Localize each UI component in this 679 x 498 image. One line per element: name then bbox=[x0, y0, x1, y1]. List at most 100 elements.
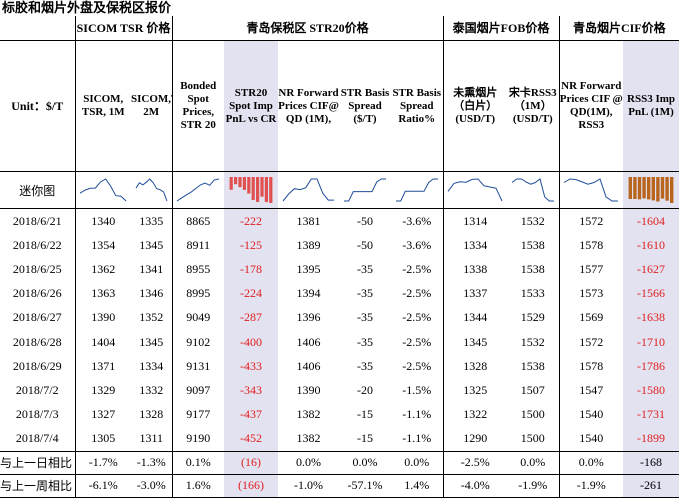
table-row: 2018/6/29 1371 1334 9131 -433 1406 -35 -2.5% 132… bbox=[0, 354, 679, 379]
sparkline-bar bbox=[247, 177, 251, 194]
sparkline-bar bbox=[229, 177, 233, 190]
change-label: 与上一日相比 bbox=[0, 450, 76, 475]
change-sicom-2m: -3.0% bbox=[131, 473, 173, 498]
sparkline-cell bbox=[339, 171, 391, 209]
cell-bonded-spot: 9102 bbox=[186, 334, 211, 349]
sparkline-bar bbox=[628, 177, 633, 199]
sparkline-nr-forward-rss3 bbox=[564, 178, 619, 202]
cell-bonded-spot: 9131 bbox=[186, 358, 211, 373]
sparkline-sicom-2m bbox=[135, 178, 168, 202]
sparkline-str-basis-spread bbox=[344, 178, 386, 202]
col-header-sicom-1m: SICOM, TSR, 1M bbox=[75, 40, 131, 172]
cell-sicom-2m: 1328 bbox=[131, 402, 173, 427]
cell-str20-imp-pnl: -222 bbox=[224, 208, 278, 234]
sparkline-bar bbox=[670, 177, 674, 203]
cell-bonded-spot: 9049 bbox=[186, 310, 211, 325]
sparkline-bar bbox=[251, 177, 255, 200]
cell-sicom-2m: 1332 bbox=[131, 378, 173, 403]
group-sicom: SICOM TSR 价格 bbox=[75, 16, 173, 41]
sparkline-row-label: 迷你图 bbox=[0, 171, 76, 209]
change-bonded-spot: 1.6% bbox=[172, 473, 224, 498]
sparkline-rss3-imp-pnl bbox=[628, 177, 674, 203]
sparkline-cell bbox=[172, 171, 224, 209]
sparkline-bar bbox=[238, 177, 242, 188]
sparkline-line bbox=[344, 178, 386, 202]
cell-rss3-imp-pnl: -1627 bbox=[623, 257, 679, 282]
change-str20-imp-pnl: (166) bbox=[224, 473, 278, 498]
change-unsmoked-sheet: -4.0% bbox=[443, 473, 507, 498]
cell-songkhla-rss3: 1500 bbox=[507, 426, 560, 452]
change-str-basis-ratio: 1.4% bbox=[391, 473, 444, 498]
unit-label: Unit：$/T bbox=[0, 40, 76, 172]
cell-rss3-imp-pnl: -1899 bbox=[623, 426, 679, 452]
row-date: 2018/6/29 bbox=[0, 354, 76, 379]
sparkline-bar bbox=[651, 177, 656, 201]
cell-nr-forward-rss3: 1540 bbox=[559, 426, 624, 452]
cell-bonded-spot: 9190 bbox=[172, 426, 224, 452]
sparkline-bar bbox=[647, 177, 651, 200]
change-str-basis-spread: 0.0% bbox=[339, 450, 391, 475]
change-str-basis-spread: -57.1% bbox=[339, 473, 391, 498]
group-qingdao-bonded: 青岛保税区 STR20价格 bbox=[172, 16, 444, 41]
cell-songkhla-rss3: 1507 bbox=[507, 378, 560, 403]
sparkline-str20-imp-pnl bbox=[229, 177, 273, 203]
cell-sicom-2m: 1345 bbox=[131, 233, 173, 258]
cell-nr-forward-cif: 1394 bbox=[296, 286, 321, 301]
price-table: SICOM TSR 价格 青岛保税区 STR20价格 泰国烟片FOB价格 青岛烟… bbox=[0, 16, 679, 498]
cell-songkhla-rss3: 1533 bbox=[507, 281, 560, 306]
cell-sicom-2m: 1352 bbox=[131, 305, 173, 330]
cell-bonded-spot: 9097 bbox=[186, 382, 211, 397]
change-rss3-imp-pnl: -261 bbox=[623, 473, 679, 498]
cell-sicom-1m: 1363 bbox=[91, 286, 116, 301]
cell-str-basis-ratio: -2.5% bbox=[391, 305, 444, 330]
sparkline-bar bbox=[656, 177, 660, 202]
corner-cell bbox=[0, 16, 76, 41]
cell-unsmoked-sheet: 1328 bbox=[463, 358, 488, 373]
cell-nr-forward-rss3: 1573 bbox=[579, 286, 604, 301]
cell-nr-forward-rss3: 1577 bbox=[579, 261, 604, 276]
sparkline-cell bbox=[131, 171, 173, 209]
cell-songkhla-rss3: 1532 bbox=[507, 208, 560, 234]
column-header-row: Unit：$/T SICOM, TSR, 1M SICOM,TSR, 2M Bo… bbox=[0, 40, 679, 172]
cell-nr-forward-rss3: 1572 bbox=[579, 334, 604, 349]
sparkline-bar bbox=[242, 177, 246, 190]
change-sicom-1m: -1.7% bbox=[75, 450, 131, 475]
cell-str-basis-spread: -20 bbox=[357, 382, 373, 397]
cell-bonded-spot: 8955 bbox=[186, 261, 211, 276]
change-row: 与上一周相比 -6.1% -3.0% 1.6% (166) -1.0% -57.1% 1.4%… bbox=[0, 473, 679, 498]
cell-sicom-2m: 1334 bbox=[131, 354, 173, 379]
sparkline-nr-forward-cif bbox=[282, 178, 334, 202]
cell-sicom-1m: 1404 bbox=[91, 334, 116, 349]
cell-sicom-2m: 1341 bbox=[131, 257, 173, 282]
cell-nr-forward-rss3: 1578 bbox=[579, 358, 604, 373]
cell-unsmoked-sheet: 1337 bbox=[463, 286, 488, 301]
cell-unsmoked-sheet: 1334 bbox=[463, 237, 488, 252]
sparkline-bar bbox=[633, 177, 637, 199]
cell-str20-imp-pnl: -125 bbox=[224, 233, 278, 258]
sparkline-bar bbox=[260, 177, 264, 197]
cell-str20-imp-pnl: -343 bbox=[224, 378, 278, 403]
table-row: 2018/7/4 1305 1311 9190 -452 1382 -15 -1.1% 1290… bbox=[0, 426, 679, 452]
cell-songkhla-rss3: 1529 bbox=[507, 305, 560, 330]
cell-songkhla-rss3: 1538 bbox=[507, 233, 560, 258]
cell-bonded-spot: 9177 bbox=[186, 407, 211, 422]
cell-str20-imp-pnl: -224 bbox=[224, 281, 278, 306]
row-date: 2018/7/4 bbox=[0, 426, 76, 452]
cell-rss3-imp-pnl: -1604 bbox=[623, 208, 679, 234]
sparkline-unsmoked-sheet bbox=[447, 178, 503, 202]
cell-unsmoked-sheet: 1344 bbox=[463, 310, 488, 325]
cell-rss3-imp-pnl: -1566 bbox=[623, 281, 679, 306]
cell-str-basis-spread: -35 bbox=[357, 286, 373, 301]
cell-nr-forward-cif: 1406 bbox=[296, 334, 321, 349]
cell-unsmoked-sheet: 1322 bbox=[463, 407, 488, 422]
cell-str-basis-ratio: -2.5% bbox=[391, 257, 444, 282]
group-qingdao-cif: 青岛烟片CIF价格 bbox=[559, 16, 679, 41]
cell-str20-imp-pnl: -452 bbox=[224, 426, 278, 452]
table-row: 2018/6/27 1390 1352 9049 -287 1396 -35 -2.5% 134… bbox=[0, 305, 679, 330]
change-label: 与上一周相比 bbox=[0, 473, 76, 498]
sparkline-cell bbox=[75, 171, 131, 209]
change-songkhla-rss3: -1.9% bbox=[507, 473, 560, 498]
cell-nr-forward-cif: 1382 bbox=[296, 407, 321, 422]
cell-sicom-2m: 1346 bbox=[131, 281, 173, 306]
group-header-row: SICOM TSR 价格 青岛保税区 STR20价格 泰国烟片FOB价格 青岛烟… bbox=[0, 16, 679, 41]
